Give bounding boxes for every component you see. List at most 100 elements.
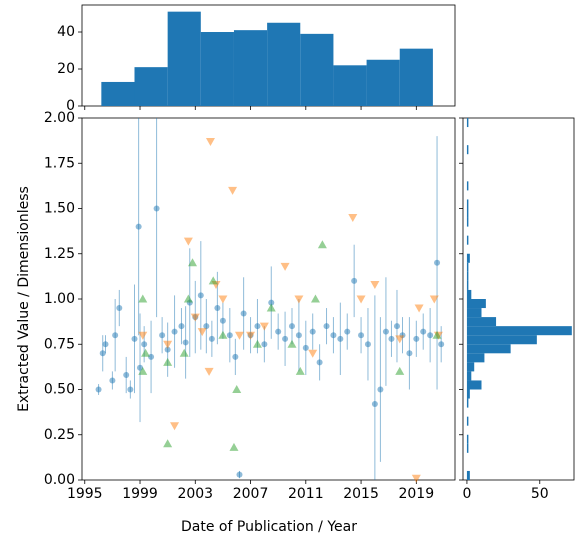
point	[395, 366, 405, 375]
x-tick-label: 2007	[233, 486, 269, 502]
hist-bar	[466, 470, 470, 480]
hist-bar	[101, 81, 135, 106]
hist-bar	[466, 199, 469, 209]
point	[268, 299, 275, 306]
hist-bar	[366, 59, 400, 106]
y-axis-label: Extracted Value / Dimensionless	[16, 186, 32, 412]
y-tick-label: 40	[57, 24, 75, 40]
x-tick-label: 2015	[343, 486, 379, 502]
point	[138, 294, 148, 303]
point	[295, 366, 305, 375]
point	[266, 303, 276, 312]
hist-bar	[300, 33, 334, 106]
hist-bar	[466, 118, 469, 128]
hist-bar	[466, 371, 472, 381]
point	[95, 386, 102, 393]
point	[429, 295, 439, 304]
point	[393, 323, 400, 330]
point	[259, 322, 269, 331]
point	[219, 317, 226, 324]
point	[179, 348, 189, 357]
y-tick-label: 1.25	[44, 246, 75, 262]
point	[280, 262, 290, 271]
point	[159, 332, 166, 339]
point	[364, 341, 371, 348]
point	[163, 340, 173, 349]
point	[205, 138, 215, 147]
hist-bar	[466, 317, 497, 327]
point	[358, 332, 365, 339]
hist-bar	[466, 280, 469, 290]
y-tick-label: 2.00	[44, 110, 75, 126]
point	[109, 377, 116, 384]
point	[411, 474, 421, 483]
point	[351, 277, 358, 284]
point	[197, 292, 204, 299]
point	[310, 294, 320, 303]
hist-bar	[167, 11, 201, 107]
point	[218, 330, 228, 339]
hist-bar	[466, 299, 486, 309]
hist-bar	[466, 208, 469, 218]
point	[344, 328, 351, 335]
point	[138, 331, 148, 340]
hist-bar	[466, 145, 469, 155]
point	[348, 214, 358, 223]
point	[240, 310, 247, 317]
hist-bar	[466, 271, 469, 281]
point	[252, 339, 262, 348]
x-tick-label: 2011	[288, 486, 324, 502]
point	[282, 335, 289, 342]
point	[323, 323, 330, 330]
point	[434, 259, 441, 266]
point	[420, 328, 427, 335]
point	[427, 332, 434, 339]
hist-bar	[466, 344, 511, 354]
point	[246, 331, 256, 340]
point	[254, 323, 261, 330]
x-axis-label: Date of Publication / Year	[181, 519, 357, 535]
point	[330, 332, 337, 339]
y-tick-label: 20	[57, 61, 75, 77]
y-tick-label: 0	[66, 98, 75, 114]
point	[228, 186, 238, 195]
hist-bar	[399, 48, 433, 106]
hist-bar	[466, 380, 482, 390]
point	[229, 442, 239, 451]
x-tick-label: 0	[462, 486, 471, 502]
point	[382, 328, 389, 335]
point	[178, 323, 185, 330]
point	[131, 335, 138, 342]
point	[127, 386, 134, 393]
point	[183, 294, 193, 303]
point	[218, 295, 228, 304]
point	[388, 335, 395, 342]
hist-bar	[233, 30, 268, 106]
hist-bar	[466, 308, 482, 318]
point	[208, 276, 218, 285]
x-tick-label: 50	[531, 486, 549, 502]
y-tick-label: 1.75	[44, 155, 75, 171]
hist-bar	[134, 67, 168, 106]
point	[309, 328, 316, 335]
point	[141, 341, 148, 348]
hist-bar	[466, 253, 470, 263]
point	[234, 331, 244, 340]
point	[164, 346, 171, 353]
point	[337, 335, 344, 342]
point	[138, 366, 148, 375]
point	[102, 341, 109, 348]
hist-bar	[466, 262, 469, 272]
hist-bar	[466, 389, 470, 399]
hist-bar	[466, 217, 469, 227]
hist-bar	[466, 353, 485, 363]
point	[190, 313, 200, 322]
point	[356, 295, 366, 304]
point	[370, 281, 380, 290]
point	[232, 353, 239, 360]
hist-bar	[466, 362, 475, 372]
hist-bar	[466, 398, 469, 408]
hist-bar	[466, 235, 469, 245]
point	[406, 350, 413, 357]
x-tick-label: 2003	[177, 486, 213, 502]
